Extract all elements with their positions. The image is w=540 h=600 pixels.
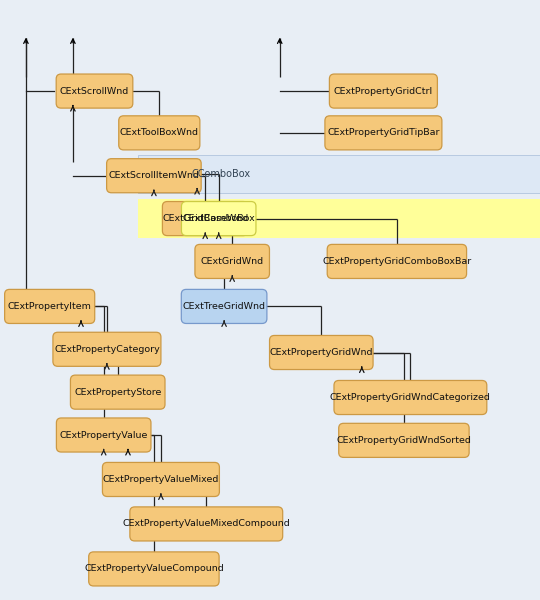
FancyBboxPatch shape (70, 375, 165, 409)
FancyBboxPatch shape (5, 289, 94, 323)
FancyBboxPatch shape (53, 332, 161, 367)
Text: CExtPropertyGridWndSorted: CExtPropertyGridWndSorted (336, 436, 471, 445)
Text: CExtPropertyValueMixedCompound: CExtPropertyValueMixedCompound (123, 520, 290, 529)
Text: CExtTreeGridWnd: CExtTreeGridWnd (183, 302, 266, 311)
FancyBboxPatch shape (334, 380, 487, 415)
FancyBboxPatch shape (106, 158, 201, 193)
FancyBboxPatch shape (138, 199, 540, 238)
Text: CWnd: CWnd (243, 0, 297, 3)
FancyBboxPatch shape (103, 463, 219, 497)
Text: CExtPropertyStore: CExtPropertyStore (74, 388, 161, 397)
FancyBboxPatch shape (195, 244, 269, 278)
Text: CExtPropertyCategory: CExtPropertyCategory (54, 345, 160, 354)
Text: CExtPropertyValueMixed: CExtPropertyValueMixed (103, 475, 219, 484)
Text: CComboBox: CComboBox (192, 169, 251, 179)
FancyBboxPatch shape (56, 74, 133, 108)
Text: CExtPropertyValue: CExtPropertyValue (59, 431, 148, 439)
FancyBboxPatch shape (138, 155, 540, 193)
Text: CExtPropertyGridTipBar: CExtPropertyGridTipBar (327, 128, 440, 137)
Text: CExtScrollWnd: CExtScrollWnd (60, 86, 129, 95)
FancyBboxPatch shape (119, 116, 200, 150)
FancyBboxPatch shape (327, 244, 467, 278)
FancyBboxPatch shape (181, 202, 256, 236)
FancyBboxPatch shape (163, 202, 248, 236)
FancyBboxPatch shape (89, 552, 219, 586)
Text: CExtScrollItemWnd: CExtScrollItemWnd (109, 171, 199, 180)
Text: CExtPropertyGridWnd: CExtPropertyGridWnd (269, 348, 373, 357)
FancyBboxPatch shape (325, 116, 442, 150)
Text: CExtPropertyGridWndCategorized: CExtPropertyGridWndCategorized (330, 393, 491, 402)
FancyBboxPatch shape (130, 507, 283, 541)
Text: CExtPropertyGridComboBoxBar: CExtPropertyGridComboBoxBar (322, 257, 471, 266)
Text: CExtGridWnd: CExtGridWnd (201, 257, 264, 266)
Text: CExtPropertyGridCtrl: CExtPropertyGridCtrl (334, 86, 433, 95)
FancyBboxPatch shape (269, 335, 373, 370)
Text: CExtGridBaseWnd: CExtGridBaseWnd (162, 214, 248, 223)
Text: CExtComboBox: CExtComboBox (183, 214, 255, 223)
FancyBboxPatch shape (181, 289, 267, 323)
FancyBboxPatch shape (329, 74, 437, 108)
FancyBboxPatch shape (339, 424, 469, 457)
Text: CExtPropertyValueCompound: CExtPropertyValueCompound (84, 565, 224, 574)
Text: CExtToolBoxWnd: CExtToolBoxWnd (120, 128, 199, 137)
Text: CExtPropertyItem: CExtPropertyItem (8, 302, 92, 311)
FancyBboxPatch shape (56, 418, 151, 452)
